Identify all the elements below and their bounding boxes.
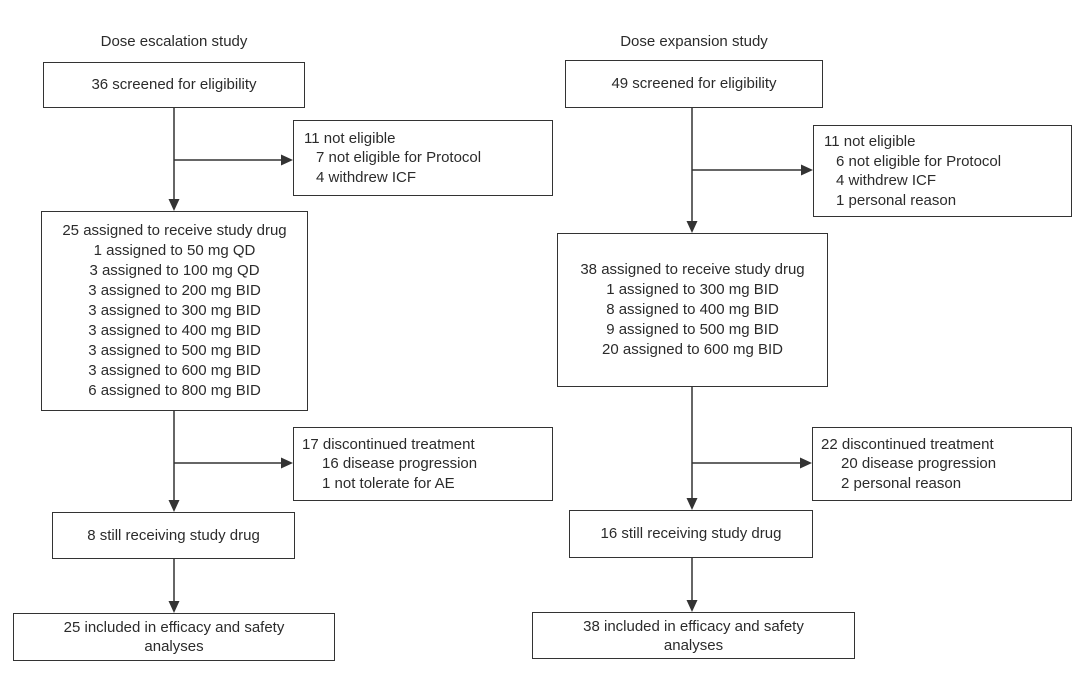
box-text: 16 still receiving study drug <box>600 525 782 543</box>
box-text: 38 included in efficacy and safety analy… <box>583 617 804 654</box>
box-item: 1 personal reason <box>836 191 957 209</box>
box-header: 17 discontinued treatment <box>302 435 475 453</box>
arrowhead-right-icon <box>281 457 293 469</box>
arrowhead-down-icon <box>686 600 698 612</box>
box-escalation-discontinued: 17 discontinued treatment 16 disease pro… <box>293 427 553 501</box>
box-header: 11 not eligible <box>304 129 396 147</box>
box-item: 3 assigned to 300 mg BID <box>88 302 261 319</box>
arrowhead-down-icon <box>168 199 180 211</box>
box-item: 3 assigned to 100 mg QD <box>89 262 260 279</box>
box-escalation-still-receiving: 8 still receiving study drug <box>52 512 295 559</box>
box-item: 3 assigned to 200 mg BID <box>88 282 261 299</box>
box-text: 36 screened for eligibility <box>91 76 257 94</box>
box-header: 11 not eligible <box>824 133 916 150</box>
box-escalation-screened: 36 screened for eligibility <box>43 62 305 108</box>
arrowhead-right-icon <box>801 164 813 176</box>
box-item: 4 withdrew ICF <box>836 172 937 189</box>
box-item: 7 not eligible for Protocol <box>316 149 482 167</box>
box-item: 3 assigned to 400 mg BID <box>88 322 261 339</box>
box-item: 1 assigned to 50 mg QD <box>93 242 256 259</box>
box-item: 4 withdrew ICF <box>316 168 417 186</box>
column-title-expansion: Dose expansion study <box>620 33 768 50</box>
box-text: 49 screened for eligibility <box>611 75 777 93</box>
box-item: 16 disease progression <box>322 455 478 473</box>
arrowhead-down-icon <box>686 498 698 510</box>
box-item: 20 assigned to 600 mg BID <box>602 341 783 358</box>
box-item: 1 not tolerate for AE <box>322 474 455 492</box>
box-escalation-assigned: 25 assigned to receive study drug 1 assi… <box>41 211 308 411</box>
arrowhead-right-icon <box>281 154 293 166</box>
arrowhead-right-icon <box>800 457 812 469</box>
box-expansion-not-eligible: 11 not eligible 6 not eligible for Proto… <box>813 125 1072 217</box>
arrowhead-down-icon <box>686 221 698 233</box>
box-header: 22 discontinued treatment <box>821 435 994 453</box>
box-item: 3 assigned to 500 mg BID <box>88 342 261 359</box>
box-expansion-screened: 49 screened for eligibility <box>565 60 823 108</box>
box-item: 8 assigned to 400 mg BID <box>606 301 779 318</box>
arrowhead-down-icon <box>168 601 180 613</box>
box-item: 1 assigned to 300 mg BID <box>606 281 779 298</box>
box-text: 8 still receiving study drug <box>87 526 260 544</box>
box-item: 3 assigned to 600 mg BID <box>88 362 261 379</box>
box-item: 9 assigned to 500 mg BID <box>606 321 779 338</box>
box-expansion-discontinued: 22 discontinued treatment 20 disease pro… <box>812 427 1072 501</box>
box-escalation-not-eligible: 11 not eligible 7 not eligible for Proto… <box>293 120 553 196</box>
box-expansion-included: 38 included in efficacy and safety analy… <box>532 612 855 659</box>
arrowhead-down-icon <box>168 500 180 512</box>
box-item: 6 assigned to 800 mg BID <box>88 382 261 399</box>
box-header: 38 assigned to receive study drug <box>580 261 805 278</box>
box-escalation-included: 25 included in efficacy and safety analy… <box>13 613 335 661</box>
box-item: 6 not eligible for Protocol <box>836 152 1002 170</box>
box-item: 20 disease progression <box>841 455 997 473</box>
column-title-escalation: Dose escalation study <box>100 33 248 50</box>
box-header: 25 assigned to receive study drug <box>62 222 287 239</box>
box-expansion-assigned: 38 assigned to receive study drug 1 assi… <box>557 233 828 387</box>
box-text: 25 included in efficacy and safety analy… <box>63 619 285 655</box>
box-item: 2 personal reason <box>841 474 962 492</box>
box-expansion-still-receiving: 16 still receiving study drug <box>569 510 813 558</box>
